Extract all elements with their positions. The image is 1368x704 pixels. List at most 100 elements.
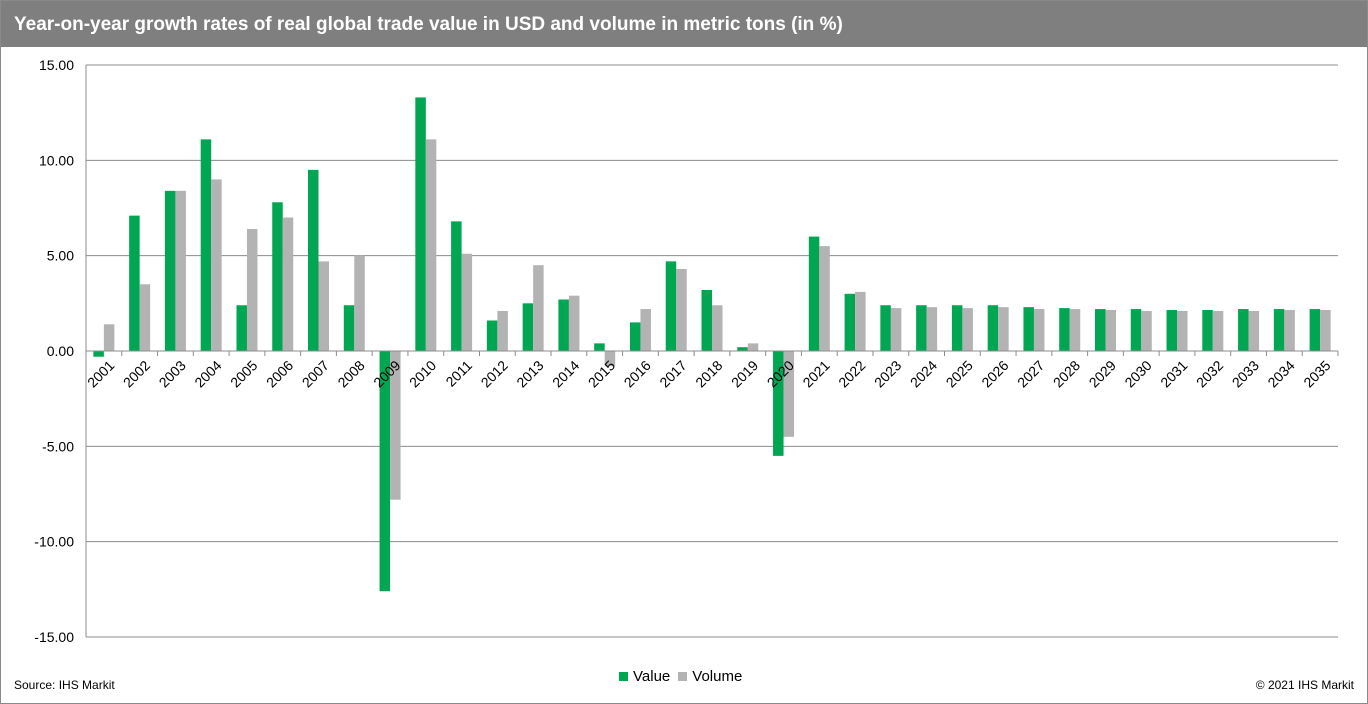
bar-value (665, 261, 677, 351)
bar-volume (497, 310, 508, 351)
bar-volume (890, 308, 902, 351)
bar-volume (461, 253, 473, 351)
x-tick-label: 2027 (1014, 357, 1047, 390)
bar-value (773, 351, 784, 456)
x-tick-label: 2013 (513, 357, 546, 390)
y-tick-label: 5.00 (47, 248, 74, 264)
bar-volume (747, 343, 759, 351)
legend-swatch-volume (678, 672, 688, 681)
x-tick-label: 2032 (1193, 357, 1226, 390)
y-tick-label: 15.00 (39, 57, 74, 73)
bar-value (379, 351, 391, 592)
x-tick-label: 2021 (799, 357, 832, 390)
legend-swatch-value (619, 672, 628, 681)
bar-volume (819, 246, 830, 351)
bar-volume (246, 228, 258, 351)
source-note: Source: IHS Markit (14, 678, 115, 692)
x-tick-label: 2026 (978, 357, 1011, 390)
x-tick-label: 2023 (871, 357, 904, 390)
x-tick-label: 2010 (406, 357, 439, 390)
bar-value (808, 236, 820, 351)
x-tick-label: 2011 (442, 357, 475, 390)
bar-volume (926, 307, 938, 351)
bar-value (486, 320, 498, 351)
bar-volume (1320, 310, 1331, 351)
x-tick-label: 2006 (263, 357, 296, 390)
x-tick-label: 2003 (156, 357, 189, 390)
y-tick-label: 0.00 (47, 343, 74, 359)
y-tick-label: -5.00 (42, 438, 74, 454)
bar-volume (175, 190, 186, 351)
legend-item-volume: Volume (678, 668, 742, 685)
x-tick-label: 2030 (1121, 357, 1154, 390)
bar-value (236, 305, 247, 351)
bar-volume (1177, 310, 1188, 351)
bar-value (629, 322, 641, 351)
bar-volume (318, 261, 330, 351)
bar-volume (676, 269, 687, 351)
bar-volume (640, 309, 651, 351)
bar-value (1059, 308, 1070, 351)
bar-value (343, 305, 355, 351)
bar-value (1130, 309, 1142, 351)
x-tick-label: 2033 (1229, 357, 1262, 390)
bar-value (93, 351, 104, 357)
bar-value (1023, 307, 1034, 351)
bar-value (272, 202, 283, 351)
bar-value (415, 97, 426, 351)
x-tick-label: 2008 (334, 357, 367, 390)
bar-volume (139, 284, 151, 351)
x-tick-label: 2025 (943, 357, 976, 390)
x-tick-label: 2034 (1264, 357, 1297, 390)
bar-value (1309, 309, 1321, 351)
bar-value (164, 190, 176, 351)
x-tick-label: 2035 (1300, 357, 1333, 390)
bar-volume (962, 308, 973, 351)
bar-value (1094, 309, 1106, 351)
bar-value (987, 305, 999, 351)
x-tick-label: 2028 (1050, 357, 1083, 390)
bar-volume (1069, 309, 1081, 351)
legend-label-value: Value (633, 668, 671, 685)
bar-volume (390, 351, 401, 500)
bar-volume (604, 351, 616, 367)
bar-value (880, 305, 891, 351)
bar-volume (425, 139, 437, 351)
bar-value (558, 299, 569, 351)
x-tick-label: 2024 (907, 357, 940, 390)
legend: Value Volume (619, 668, 750, 685)
bar-value (129, 215, 140, 351)
x-tick-label: 2014 (549, 357, 582, 390)
bar-value (916, 305, 927, 351)
bar-volume (783, 351, 795, 437)
bar-volume (855, 291, 866, 351)
x-tick-label: 2001 (84, 357, 117, 390)
x-tick-label: 2007 (299, 357, 332, 390)
x-tick-label: 2029 (1086, 357, 1119, 390)
x-tick-label: 2018 (692, 357, 725, 390)
bar-volume (1284, 310, 1295, 351)
x-tick-label: 2019 (728, 357, 761, 390)
bar-volume (1033, 309, 1045, 351)
bar-volume (354, 255, 365, 351)
title-bar: Year-on-year growth rates of real global… (1, 1, 1367, 47)
bar-value (308, 169, 319, 351)
bar-value (737, 347, 748, 351)
bar-value (594, 343, 605, 351)
chart-title: Year-on-year growth rates of real global… (14, 14, 843, 35)
bar-volume (533, 265, 544, 351)
bar-volume (568, 295, 580, 351)
bar-volume (103, 324, 115, 351)
x-tick-label: 2017 (656, 357, 689, 390)
y-tick-label: -10.00 (34, 534, 74, 550)
bar-volume (282, 217, 294, 351)
x-tick-label: 2002 (120, 357, 153, 390)
x-tick-label: 2012 (478, 357, 511, 390)
bar-volume (712, 305, 723, 351)
bar-volume (1141, 310, 1152, 351)
bar-volume (1248, 310, 1260, 351)
bar-value (451, 221, 462, 351)
legend-item-value: Value (619, 668, 670, 685)
